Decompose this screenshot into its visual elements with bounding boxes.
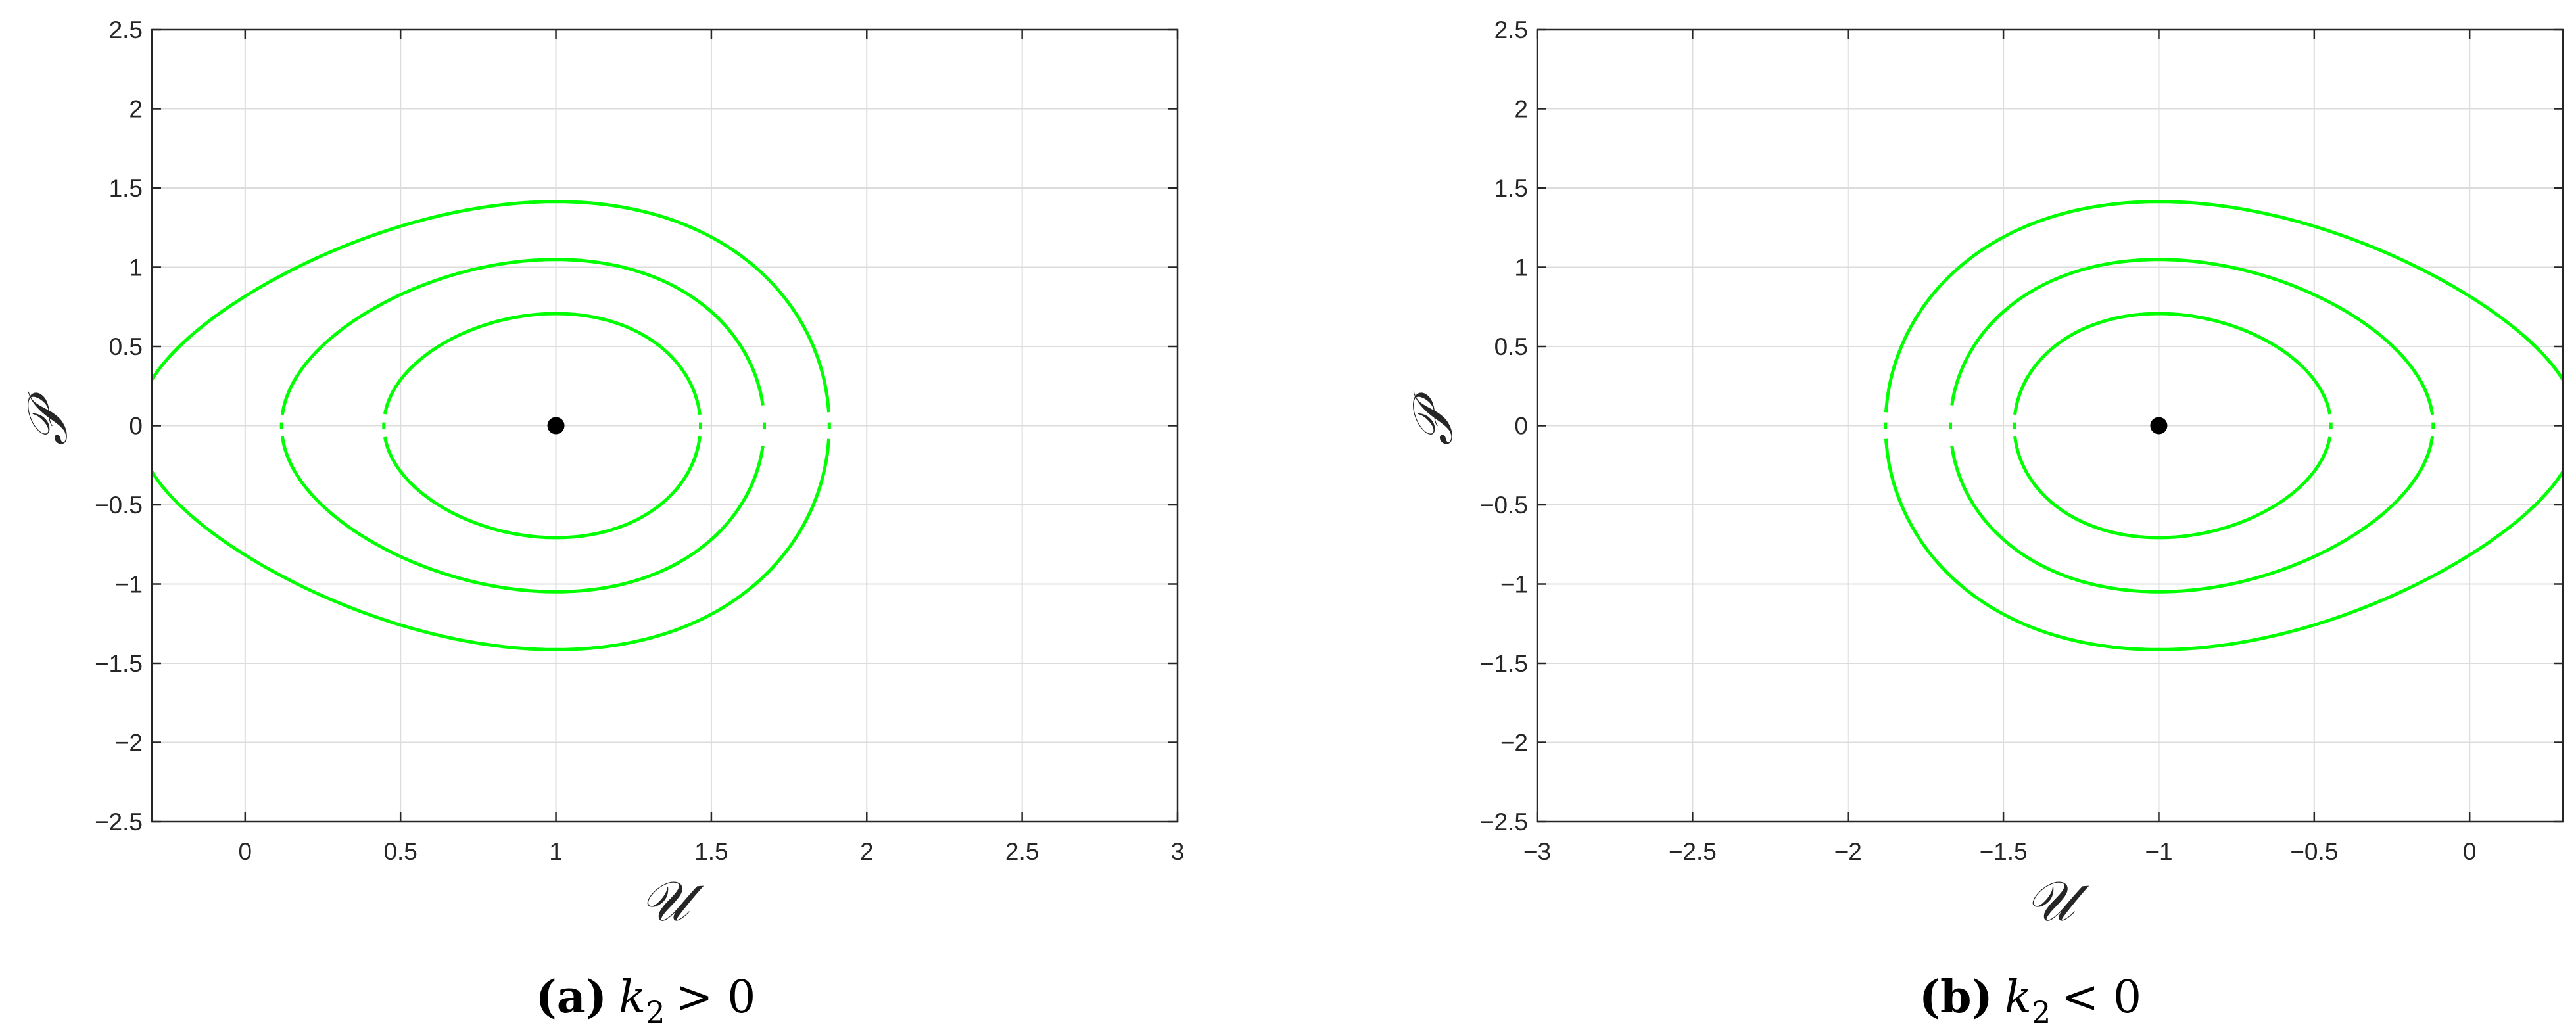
equilibrium-point bbox=[547, 417, 565, 435]
y-tick-label: 1.5 bbox=[109, 175, 143, 202]
y-tick-label: −0.5 bbox=[95, 492, 143, 519]
y-tick-label: 2.5 bbox=[109, 16, 143, 43]
y-tick-label: 1.5 bbox=[1494, 175, 1528, 202]
curves bbox=[152, 200, 831, 651]
y-tick-label: −1 bbox=[1500, 571, 1528, 598]
caption-label: (b) bbox=[1919, 971, 1993, 1023]
y-tick-label: −1.5 bbox=[95, 650, 143, 677]
panel-b: −3 −2.5 −2 −1.5 −1 −0.5 0 2.5 2 1.5 1 0.5 0 −0.5 −1 −1.… bbox=[1400, 16, 2564, 1030]
x-tick-label: −2.5 bbox=[1669, 838, 1717, 865]
caption-relation: < 0 bbox=[2061, 972, 2141, 1023]
y-tick-label: −2.5 bbox=[1480, 809, 1528, 835]
y-tick-label: 1 bbox=[129, 254, 143, 281]
y-tick-label: 0 bbox=[1514, 413, 1528, 440]
y-tick-label: −1.5 bbox=[1480, 650, 1528, 677]
outer-orbit-curve bbox=[152, 200, 831, 651]
y-tick-label: −2 bbox=[115, 730, 143, 757]
x-tick-label: 3 bbox=[1171, 838, 1185, 865]
y-tick-label: 0.5 bbox=[1494, 333, 1528, 360]
outer-orbit-curve bbox=[2013, 312, 2333, 540]
y-axis-label: 𝒫 bbox=[1400, 392, 1465, 446]
x-tick-label: −1 bbox=[2145, 838, 2172, 865]
y-tick-label: 2 bbox=[129, 96, 143, 123]
x-tick-label: −3 bbox=[1523, 838, 1551, 865]
x-tick-label: 1.5 bbox=[694, 838, 728, 865]
y-tick-label: 2 bbox=[1514, 96, 1528, 123]
outer-orbit-curve bbox=[382, 312, 702, 540]
x-axis-label: 𝒰 bbox=[640, 869, 704, 933]
x-axis-label: 𝒰 bbox=[2025, 869, 2089, 933]
x-tick-label: 2 bbox=[860, 838, 874, 865]
outer-orbit-curve bbox=[279, 258, 766, 594]
x-tick-label: −0.5 bbox=[2290, 838, 2338, 865]
caption-var: k bbox=[2005, 972, 2032, 1023]
caption-relation: > 0 bbox=[676, 972, 756, 1023]
y-tick-label: 0.5 bbox=[109, 333, 143, 360]
x-tick-label: −2 bbox=[1834, 838, 1862, 865]
y-axis-label: 𝒫 bbox=[15, 392, 80, 446]
x-tick-label: 0 bbox=[2463, 838, 2477, 865]
y-tick-label: 1 bbox=[1514, 254, 1528, 281]
y-tick-label: 0 bbox=[129, 413, 143, 440]
y-tick-label: 2.5 bbox=[1494, 16, 1528, 43]
panel-caption: (b) k2 < 0 bbox=[1919, 971, 2141, 1030]
caption-subscript: 2 bbox=[646, 995, 665, 1030]
y-tick-label: −1 bbox=[115, 571, 143, 598]
x-tick-label: 2.5 bbox=[1005, 838, 1039, 865]
caption-subscript: 2 bbox=[2032, 995, 2051, 1030]
y-tick-label: −2 bbox=[1500, 730, 1528, 757]
y-tick-label: −2.5 bbox=[95, 809, 143, 835]
outer-orbit-curve bbox=[1884, 200, 2563, 651]
curves bbox=[1884, 200, 2563, 651]
x-tick-label: −1.5 bbox=[1980, 838, 2028, 865]
panel-a: 0 0.5 1 1.5 2 2.5 3 2.5 2 1.5 1 0.5 0 −0.5 −1 −1.5 −2 −2.… bbox=[15, 16, 1184, 1030]
outer-orbit-curve bbox=[1949, 258, 2435, 594]
x-tick-label: 0.5 bbox=[383, 838, 417, 865]
x-tick-label: 0 bbox=[239, 838, 252, 865]
caption-var: k bbox=[619, 972, 646, 1023]
y-tick-label: −0.5 bbox=[1480, 492, 1528, 519]
caption-label: (a) bbox=[536, 971, 607, 1023]
panel-caption: (a) k2 > 0 bbox=[536, 971, 756, 1030]
equilibrium-point bbox=[2150, 417, 2168, 435]
x-tick-label: 1 bbox=[549, 838, 563, 865]
